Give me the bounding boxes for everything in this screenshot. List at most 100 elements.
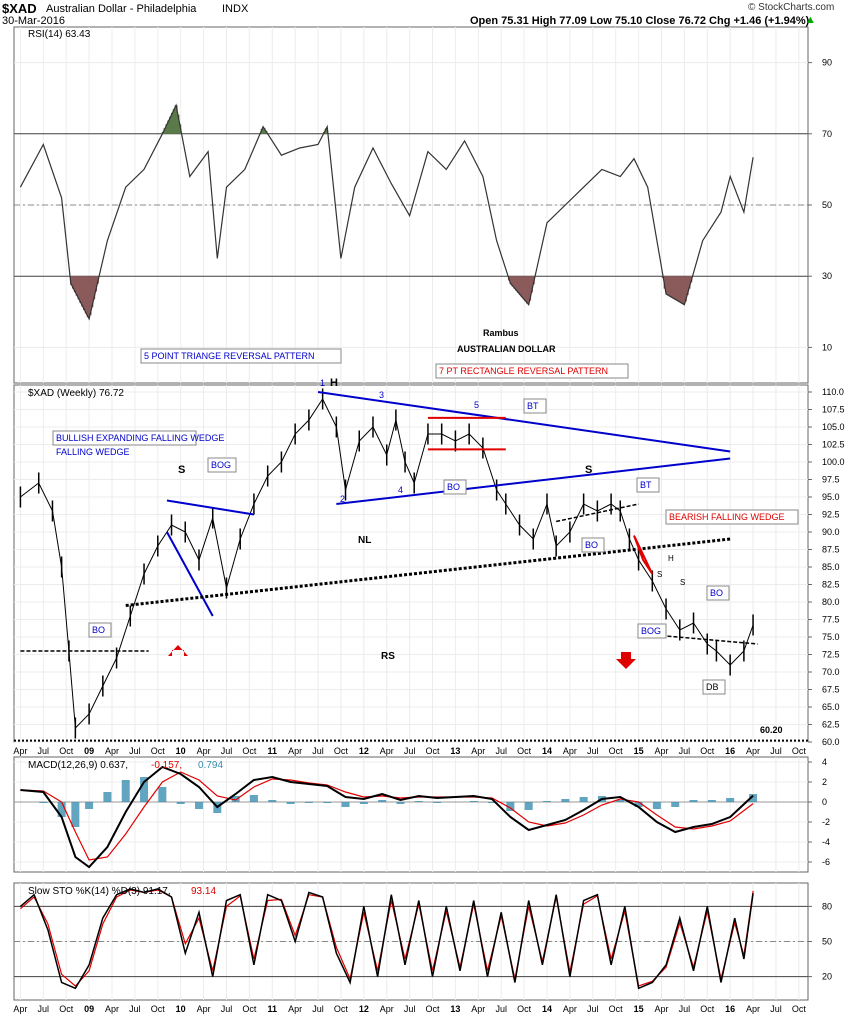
x-axis-label-price: Oct xyxy=(59,746,74,756)
annotation-triangle-pattern-box xyxy=(140,348,342,364)
x-axis-label-sto: Oct xyxy=(151,1004,166,1014)
price-y-tick-label: 110.0 xyxy=(822,387,844,397)
macd-histogram-bar xyxy=(488,802,497,803)
macd-histogram-bar xyxy=(268,800,277,802)
point-label-1: 1 xyxy=(320,378,325,388)
x-axis-label-price: Oct xyxy=(609,746,624,756)
x-axis-label-price: Oct xyxy=(792,746,807,756)
x-axis-label-sto: Oct xyxy=(700,1004,715,1014)
annotation-left-shoulder: S xyxy=(178,464,185,476)
x-axis-label-sto: Jul xyxy=(495,1004,507,1014)
x-axis-label-sto: Apr xyxy=(746,1004,760,1014)
x-axis-label-sto: 15 xyxy=(634,1004,644,1014)
x-axis-label-price: Apr xyxy=(380,746,394,756)
x-axis-label-sto: Jul xyxy=(129,1004,141,1014)
annotation-rectangle-pattern: 7 PT RECTANGLE REVERSAL PATTERN xyxy=(439,366,608,376)
x-axis-label-price: Oct xyxy=(426,746,441,756)
down-arrow-icon xyxy=(616,652,636,669)
x-axis-label-sto: Jul xyxy=(679,1004,691,1014)
macd-y-tick-label: -6 xyxy=(822,857,830,867)
macd-histogram-bar xyxy=(176,802,185,804)
rsi-y-tick-label: 50 xyxy=(822,200,832,210)
annotation-rs: RS xyxy=(381,651,395,662)
rsi-series-line xyxy=(19,103,754,321)
macd-histogram-bar xyxy=(542,801,551,802)
x-axis-label-price: Apr xyxy=(13,746,27,756)
x-axis-label-price: Apr xyxy=(471,746,485,756)
annotation-bog-2015-box xyxy=(637,623,667,639)
x-axis-label-sto: Apr xyxy=(105,1004,119,1014)
annotation-bog-2015: BOG xyxy=(641,626,661,636)
price-y-tick-label: 60.0 xyxy=(822,737,840,747)
x-axis-label-price: Oct xyxy=(334,746,349,756)
macd-histogram-bar xyxy=(579,797,588,802)
wedge-lower-trendline xyxy=(166,531,214,617)
x-axis-label-sto: Jul xyxy=(221,1004,233,1014)
macd-histogram-bar xyxy=(85,802,94,809)
x-axis-label-sto: Jul xyxy=(770,1004,782,1014)
price-y-tick-label: 70.0 xyxy=(822,667,840,677)
x-axis-label-sto: 13 xyxy=(450,1004,460,1014)
annotation-bt-2013: BT xyxy=(527,401,539,411)
breakout-line-2016 xyxy=(661,634,758,645)
macd-histogram-bar xyxy=(414,801,423,802)
macd-line xyxy=(20,765,754,869)
annotation-bo-2015: BO xyxy=(585,540,598,550)
sto-y-tick-label: 20 xyxy=(822,972,832,982)
x-axis-label-price: Apr xyxy=(105,746,119,756)
x-axis-label-price: Apr xyxy=(746,746,760,756)
macd-histogram-bar xyxy=(304,802,313,803)
macd-histogram-bar xyxy=(231,796,240,802)
x-axis-label-sto: Jul xyxy=(404,1004,416,1014)
macd-histogram-bar xyxy=(433,802,442,803)
macd-histogram-bar xyxy=(323,802,332,803)
annotation-bo-2008-box xyxy=(88,622,112,638)
macd-y-tick-label: -4 xyxy=(822,837,830,847)
rsi-y-tick-label: 70 xyxy=(822,129,832,139)
x-axis-label-price: 14 xyxy=(542,746,552,756)
price-label: $XAD (Weekly) 76.72 xyxy=(28,388,124,399)
x-axis-label-price: Jul xyxy=(221,746,233,756)
x-axis-label-sto: Oct xyxy=(792,1004,807,1014)
chg-up-arrow: ▲ xyxy=(805,14,816,26)
annotation-head-h: H xyxy=(330,377,338,389)
annotation-wedge-line1: BULLISH EXPANDING FALLING WEDGE xyxy=(56,433,224,443)
x-axis-label-sto: Apr xyxy=(197,1004,211,1014)
price-y-tick-label: 72.5 xyxy=(822,650,840,660)
x-axis-label-price: Jul xyxy=(679,746,691,756)
triangle-lower-trendline xyxy=(336,457,731,505)
annotation-wedge-line2: FALLING WEDGE xyxy=(56,447,130,457)
macd-histogram-bar xyxy=(194,802,203,809)
macd-histogram-value: 0.794 xyxy=(198,760,223,771)
macd-label: MACD(12,26,9) 0.637, xyxy=(28,760,128,771)
macd-histogram-bar xyxy=(561,799,570,802)
chart-date: 30-Mar-2016 xyxy=(2,15,65,27)
support-value-label: 60.20 xyxy=(760,725,783,735)
macd-y-tick-label: -2 xyxy=(822,817,830,827)
chart-ohlc: Open 75.31 High 77.09 Low 75.10 Close 76… xyxy=(470,15,810,27)
x-axis-label-sto: Apr xyxy=(563,1004,577,1014)
x-axis-label-price: 15 xyxy=(634,746,644,756)
x-axis-label-sto: Oct xyxy=(334,1004,349,1014)
sto-k-line xyxy=(19,888,754,990)
price-y-tick-label: 105.0 xyxy=(822,422,845,432)
annotation-db: DB xyxy=(706,682,719,692)
sto-y-tick-label: 50 xyxy=(822,937,832,947)
price-y-tick-label: 107.5 xyxy=(822,405,845,415)
x-axis-label-sto: 16 xyxy=(725,1004,735,1014)
annotation-bearish-wedge-box xyxy=(665,509,799,525)
price-y-tick-label: 80.0 xyxy=(822,597,840,607)
macd-y-tick-label: 4 xyxy=(822,757,827,767)
x-axis-label-price: 13 xyxy=(450,746,460,756)
rsi-label: RSI(14) 63.43 xyxy=(28,29,91,40)
price-y-tick-label: 97.5 xyxy=(822,475,840,485)
macd-histogram-bar xyxy=(158,787,167,802)
sto-label: Slow STO %K(14) %D(3) 91.17, xyxy=(28,886,171,897)
neckline xyxy=(125,537,731,607)
x-axis-label-price: Jul xyxy=(404,746,416,756)
annotation-small-s-right: S xyxy=(680,578,685,587)
price-y-tick-label: 95.0 xyxy=(822,492,840,502)
annotation-triangle-pattern: 5 POINT TRIANGE REVERSAL PATTERN xyxy=(144,351,315,361)
annotation-author: Rambus xyxy=(483,328,519,338)
